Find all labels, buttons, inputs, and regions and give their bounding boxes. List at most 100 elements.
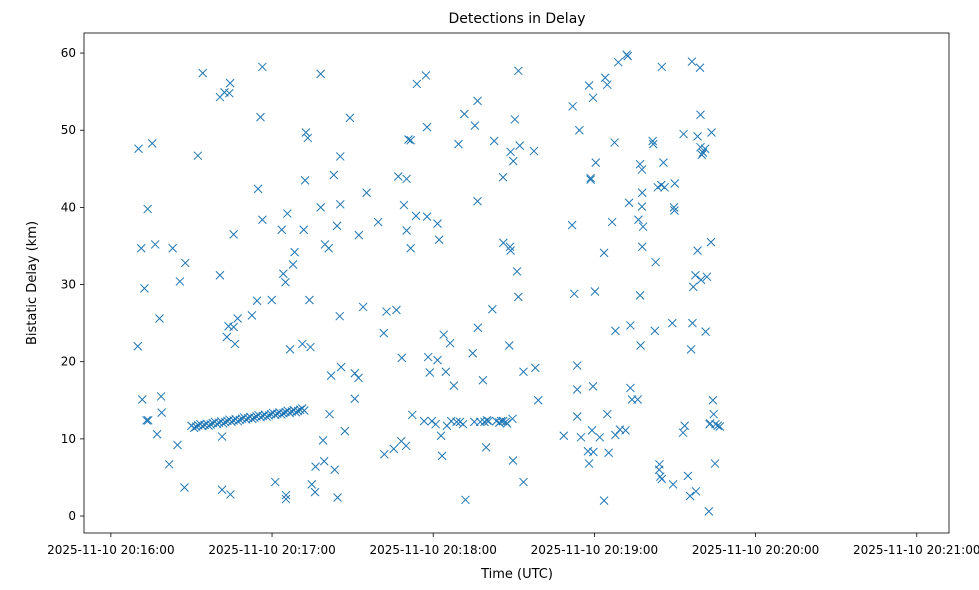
data-point: [431, 419, 440, 429]
data-point: [707, 128, 716, 137]
data-point: [713, 421, 723, 431]
data-point: [307, 480, 317, 489]
data-point: [533, 395, 543, 405]
data-point: [489, 136, 499, 146]
data-point: [404, 135, 413, 144]
data-point: [233, 416, 243, 426]
data-point: [281, 494, 291, 504]
data-point: [311, 462, 320, 471]
data-point: [634, 215, 643, 225]
data-point: [305, 295, 314, 305]
data-point: [588, 382, 598, 391]
data-point: [576, 432, 586, 442]
data-point: [258, 215, 267, 225]
data-point: [350, 394, 360, 404]
data-point: [329, 170, 339, 180]
data-point: [624, 198, 634, 208]
data-point: [198, 68, 208, 78]
data-point: [680, 421, 690, 431]
data-point: [373, 217, 383, 227]
data-point: [685, 491, 695, 501]
y-axis-ticks: 0 10 20 30 40 50 60: [61, 46, 84, 523]
data-point: [256, 112, 265, 122]
data-point: [389, 444, 399, 454]
data-point: [316, 203, 326, 212]
data-point: [611, 430, 620, 440]
data-point: [696, 142, 705, 152]
data-point: [217, 485, 227, 495]
data-point: [702, 272, 712, 282]
data-point: [326, 371, 336, 380]
data-point: [519, 367, 528, 377]
data-point: [498, 172, 508, 182]
data-point: [637, 202, 647, 211]
data-point: [324, 243, 334, 253]
data-point: [397, 353, 407, 363]
data-point: [498, 416, 508, 426]
data-point: [142, 415, 151, 425]
data-point: [345, 113, 355, 123]
data-point: [318, 436, 328, 445]
data-point: [335, 199, 345, 209]
data-point: [710, 459, 720, 468]
data-point: [283, 209, 292, 218]
x-tick-label: 2025-11-10 20:19:00: [531, 543, 658, 557]
data-point: [290, 247, 299, 257]
data-point: [709, 409, 719, 419]
data-point: [267, 295, 277, 305]
data-point: [262, 412, 272, 422]
plot-area-frame: [83, 32, 950, 534]
data-point: [637, 188, 647, 198]
data-point: [482, 415, 492, 425]
data-point: [650, 326, 660, 336]
data-point: [419, 416, 429, 426]
data-point: [572, 385, 582, 394]
data-point: [452, 417, 461, 427]
data-point: [623, 51, 633, 61]
data-point: [584, 459, 594, 468]
data-point: [648, 136, 658, 146]
data-point: [595, 432, 605, 442]
data-markers: [133, 50, 725, 516]
data-point: [588, 93, 598, 103]
y-tick-label: 40: [61, 200, 76, 214]
data-point: [510, 115, 520, 124]
x-tick-label: 2025-11-10 20:17:00: [208, 543, 335, 557]
data-point: [693, 132, 702, 141]
data-point: [660, 182, 669, 192]
data-point: [336, 362, 346, 372]
data-point: [607, 217, 617, 227]
data-point: [700, 144, 710, 154]
data-point: [637, 165, 647, 174]
data-point: [515, 141, 525, 151]
data-point: [411, 211, 421, 221]
data-point: [706, 237, 716, 247]
data-point: [441, 367, 451, 377]
data-point: [637, 242, 647, 252]
data-point: [648, 139, 658, 149]
data-point: [633, 395, 643, 404]
data-point: [193, 151, 203, 161]
data-point: [316, 69, 326, 79]
data-point: [669, 203, 679, 212]
y-tick-label: 60: [61, 46, 76, 60]
data-point: [233, 314, 243, 323]
data-point: [133, 341, 143, 351]
data-point: [657, 474, 667, 484]
data-point: [588, 447, 598, 457]
data-point: [325, 409, 334, 419]
data-point: [402, 226, 411, 235]
data-point: [270, 477, 280, 487]
y-tick-label: 10: [61, 432, 76, 446]
data-point: [602, 409, 612, 419]
data-point: [382, 307, 391, 316]
data-point: [514, 292, 523, 302]
data-point: [446, 416, 456, 426]
data-point: [715, 422, 725, 431]
data-point: [505, 242, 515, 252]
data-point: [226, 490, 235, 499]
data-point: [668, 480, 678, 489]
data-point: [626, 383, 635, 393]
data-point: [611, 326, 620, 336]
data-point: [626, 321, 635, 330]
